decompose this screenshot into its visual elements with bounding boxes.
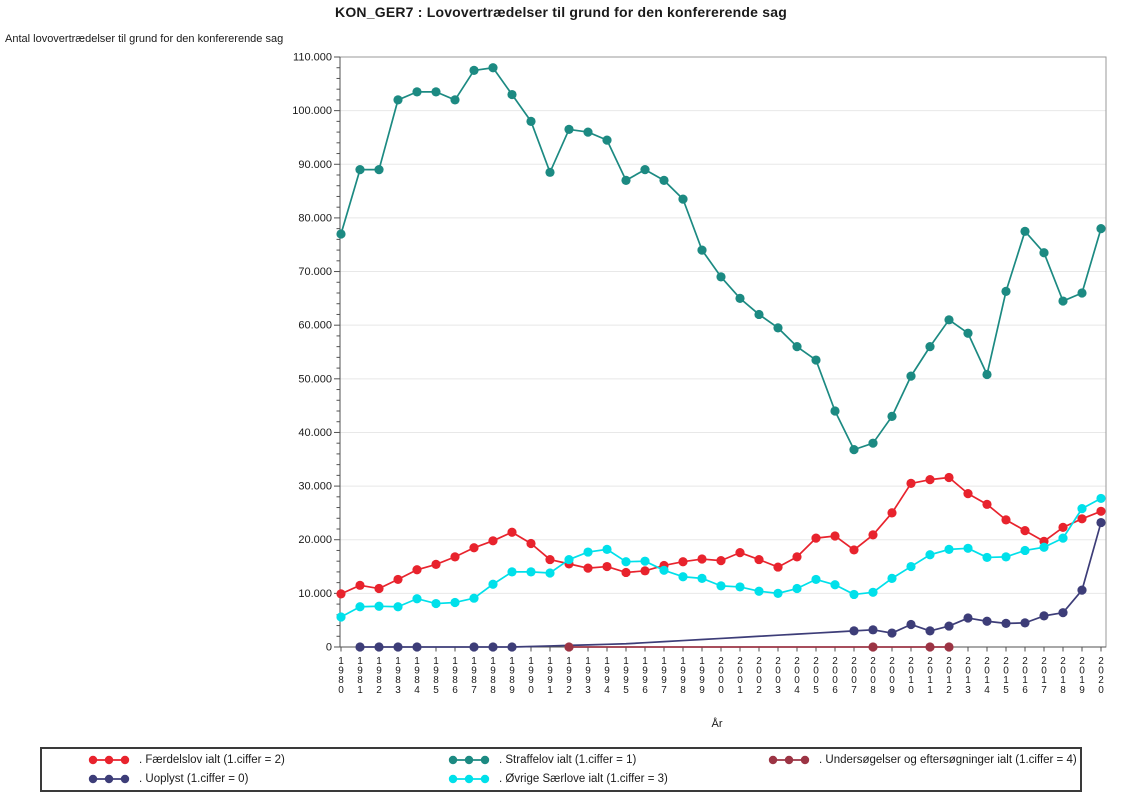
legend-label-ovrige-saerlove: . Øvrige Særlove ialt (1.ciffer = 3) [499, 772, 668, 785]
svg-text:0: 0 [326, 642, 332, 654]
y-axis-label: Antal lovovertrædelser til grund for den… [5, 33, 284, 45]
svg-text:60.000: 60.000 [298, 320, 332, 332]
legend-label-undersogelser: . Undersøgelser og eftersøgninger ialt (… [819, 754, 1077, 767]
legend-item-ovrige-saerlove: . Øvrige Særlove ialt (1.ciffer = 3) [446, 773, 766, 785]
svg-text:70.000: 70.000 [298, 266, 332, 278]
legend-item-straffelov: . Straffelov ialt (1.ciffer = 1) [446, 754, 766, 766]
straffelov-swatch-icon [448, 756, 490, 765]
legend-label-uoplyst: . Uoplyst (1.ciffer = 0) [139, 772, 249, 785]
legend-label-straffelov: . Straffelov ialt (1.ciffer = 1) [499, 754, 637, 767]
svg-text:80.000: 80.000 [298, 212, 332, 224]
legend-label-faerdelslov: . Færdelslov ialt (1.ciffer = 2) [139, 754, 285, 767]
legend-item-undersogelser: . Undersøgelser og eftersøgninger ialt (… [766, 754, 1080, 766]
svg-text:110.000: 110.000 [293, 52, 332, 64]
legend-item-faerdelslov: . Færdelslov ialt (1.ciffer = 2) [86, 754, 446, 766]
chart-title: KON_GER7 : Lovovertrædelser til grund fo… [335, 4, 787, 20]
svg-text:50.000: 50.000 [298, 373, 332, 385]
legend-box: . Færdelslov ialt (1.ciffer = 2) . Straf… [40, 747, 1082, 792]
svg-text:10.000: 10.000 [298, 588, 332, 600]
svg-text:20.000: 20.000 [298, 534, 332, 546]
faerdelslov-swatch-icon [88, 756, 130, 765]
uoplyst-swatch-icon [88, 774, 130, 783]
svg-text:40.000: 40.000 [298, 427, 332, 439]
svg-text:100.000: 100.000 [292, 105, 332, 117]
legend-item-uoplyst: . Uoplyst (1.ciffer = 0) [86, 773, 446, 785]
ovrige-saerlove-swatch-icon [448, 774, 490, 783]
svg-text:30.000: 30.000 [298, 481, 332, 493]
svg-text:90.000: 90.000 [298, 159, 332, 171]
plot-area: 0 10.000 20.000 30.000 40.000 50.000 60.000 70.… [292, 52, 1107, 730]
undersogelser-swatch-icon [768, 756, 810, 765]
svg-text:År: År [712, 717, 723, 730]
